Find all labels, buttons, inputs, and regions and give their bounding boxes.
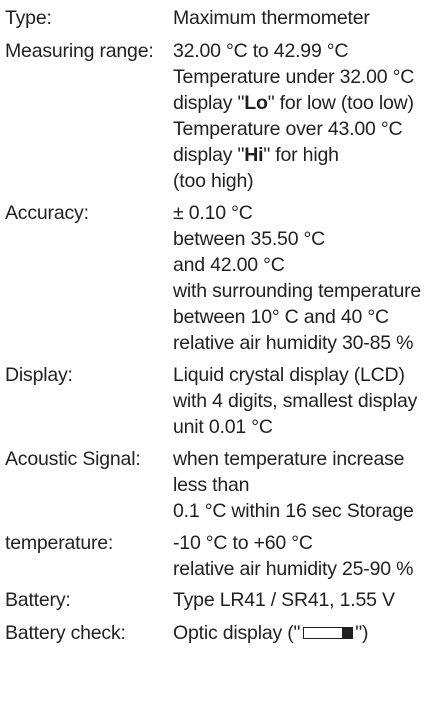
spec-label: Type: [5, 7, 52, 29]
spec-label: Battery: [5, 589, 71, 611]
spec-value-line: unit 0.01 °C [173, 416, 273, 438]
spec-value: -10 °C to +60 °C relative air humidity 2… [173, 530, 413, 582]
spec-label: Display: [5, 364, 73, 386]
spec-label: temperature: [5, 532, 114, 554]
spec-value-line: between 35.50 °C [173, 228, 326, 250]
spec-value-line: (too high) [173, 170, 254, 192]
spec-value-line-battery-check: Optic display (" ") [173, 622, 369, 644]
spec-value-line: Type LR41 / SR41, 1.55 V [173, 589, 395, 611]
spec-value-line: Temperature under 32.00 °C [173, 66, 415, 88]
lo-code: Lo [244, 92, 268, 114]
spec-value: Type LR41 / SR41, 1.55 V [173, 587, 395, 613]
spec-value-line: when temperature increase [173, 448, 405, 470]
spec-value-line-lo: display "Lo" for low (too low) [173, 92, 414, 114]
spec-value: 32.00 °C to 42.99 °C Temperature under 3… [173, 38, 414, 194]
spec-label: Accuracy: [5, 202, 89, 224]
spec-value: Liquid crystal display (LCD) with 4 digi… [173, 362, 417, 440]
spec-value-line: -10 °C to +60 °C [173, 532, 313, 554]
battery-level-icon [303, 627, 354, 639]
spec-value-line: 32.00 °C to 42.99 °C [173, 40, 349, 62]
spec-label: Acoustic Signal: [5, 448, 141, 470]
spec-value: when temperature increase less than 0.1 … [173, 446, 414, 524]
spec-value-line: Liquid crystal display (LCD) [173, 364, 405, 386]
spec-value-line-hi: display "Hi" for high [173, 144, 339, 166]
spec-label: Measuring range: [5, 40, 154, 62]
spec-value-line: 0.1 °C within 16 sec Storage [173, 500, 414, 522]
spec-value-line: Temperature over 43.00 °C [173, 118, 403, 140]
spec-value-line: less than [173, 474, 250, 496]
spec-value-line: and 42.00 °C [173, 254, 285, 276]
spec-value: Maximum thermometer [173, 5, 370, 31]
spec-label: Battery check: [5, 622, 126, 644]
spec-value: ± 0.10 °C between 35.50 °C and 42.00 °C … [173, 200, 421, 356]
spec-value-line: ± 0.10 °C [173, 202, 253, 224]
spec-value-line: relative air humidity 25-90 % [173, 558, 414, 580]
spec-value-line: between 10° C and 40 °C [173, 306, 389, 328]
spec-value-line: with surrounding temperature [173, 280, 422, 302]
spec-value: Optic display (" ") [173, 620, 368, 646]
hi-code: Hi [244, 144, 264, 166]
spec-value-line: with 4 digits, smallest display [173, 390, 418, 412]
spec-value-line: Maximum thermometer [173, 7, 370, 29]
spec-value-line: relative air humidity 30-85 % [173, 332, 414, 354]
